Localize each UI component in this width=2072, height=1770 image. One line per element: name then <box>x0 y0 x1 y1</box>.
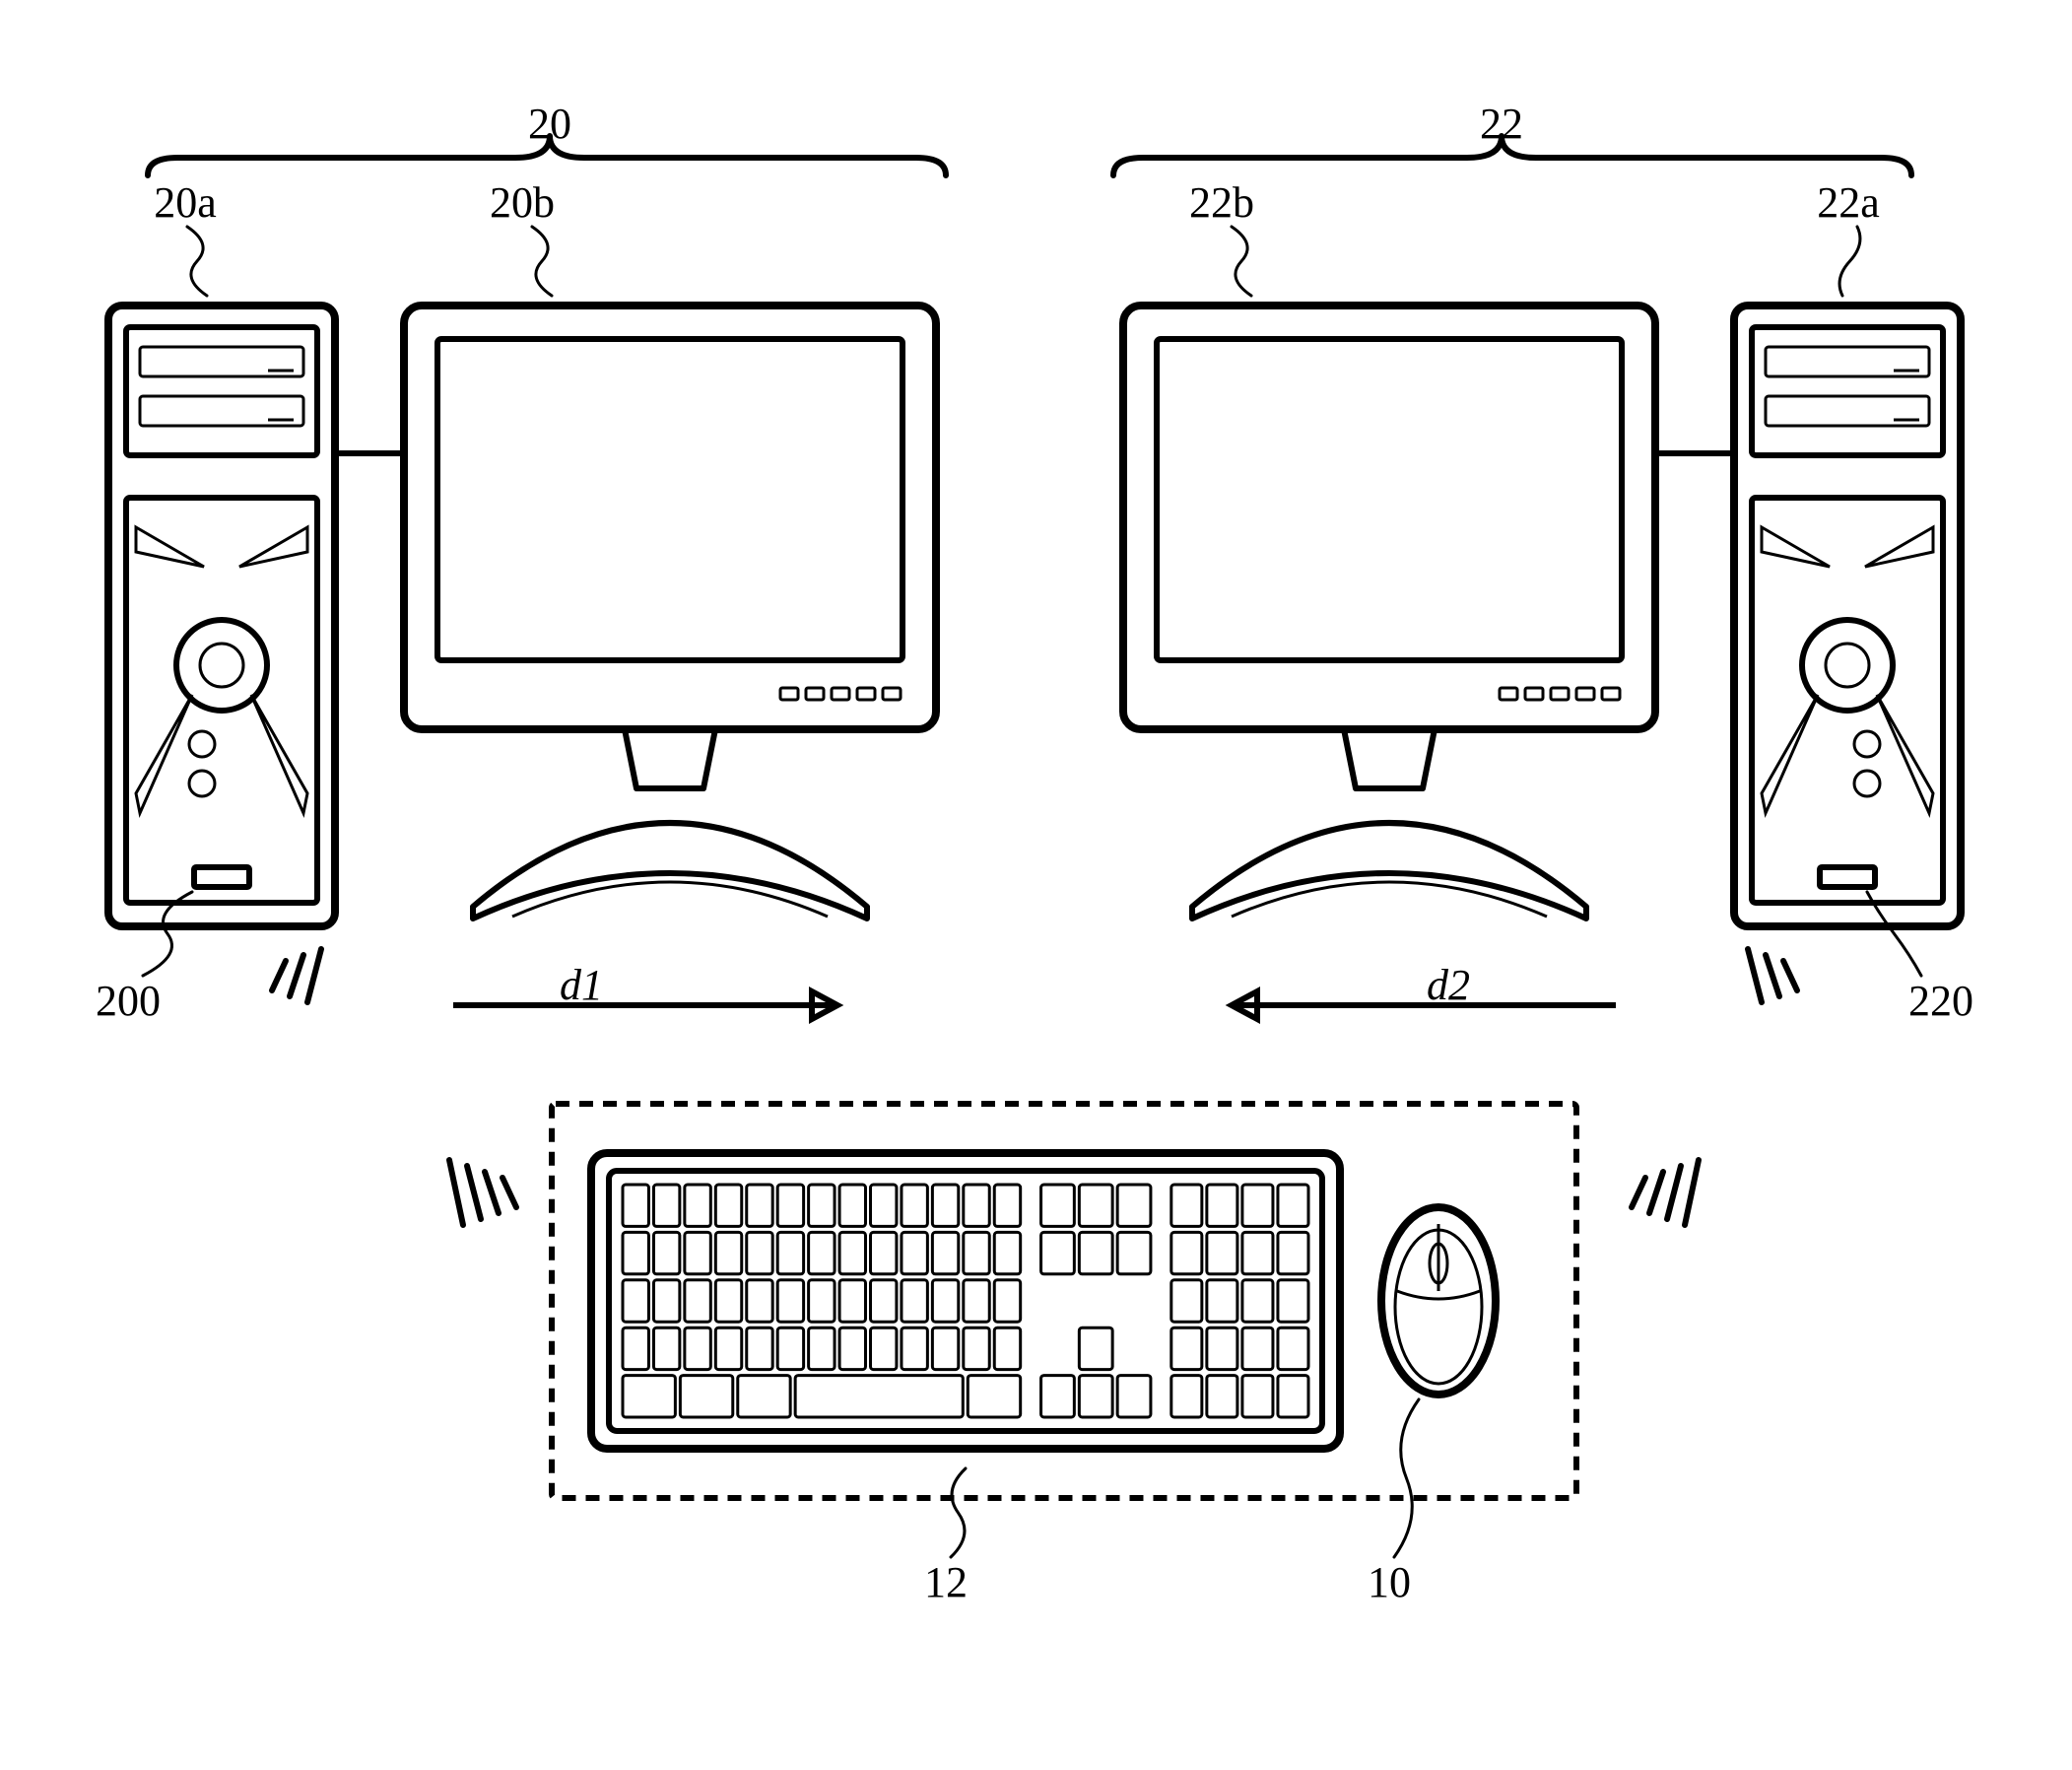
port-right-label: 220 <box>1908 977 1973 1025</box>
tower-right <box>1734 306 1961 926</box>
tower-right-label: 22a <box>1817 178 1880 227</box>
mouse <box>1381 1207 1496 1395</box>
monitor-left <box>404 306 936 919</box>
monitor-right <box>1123 306 1655 919</box>
monitor-right-label: 22b <box>1189 178 1254 227</box>
mouse-label: 10 <box>1368 1558 1411 1606</box>
tower-left <box>108 306 335 926</box>
dist-right-label: d2 <box>1427 961 1470 1009</box>
keyboard-label: 12 <box>924 1558 968 1606</box>
dist-left-label: d1 <box>560 961 603 1009</box>
group-left-label: 20 <box>528 100 571 148</box>
group-right-label: 22 <box>1480 100 1523 148</box>
port-left-label: 200 <box>96 977 161 1025</box>
monitor-left-label: 20b <box>490 178 555 227</box>
peripheral-group <box>552 1104 1576 1498</box>
keyboard <box>591 1153 1340 1449</box>
tower-left-label: 20a <box>154 178 217 227</box>
